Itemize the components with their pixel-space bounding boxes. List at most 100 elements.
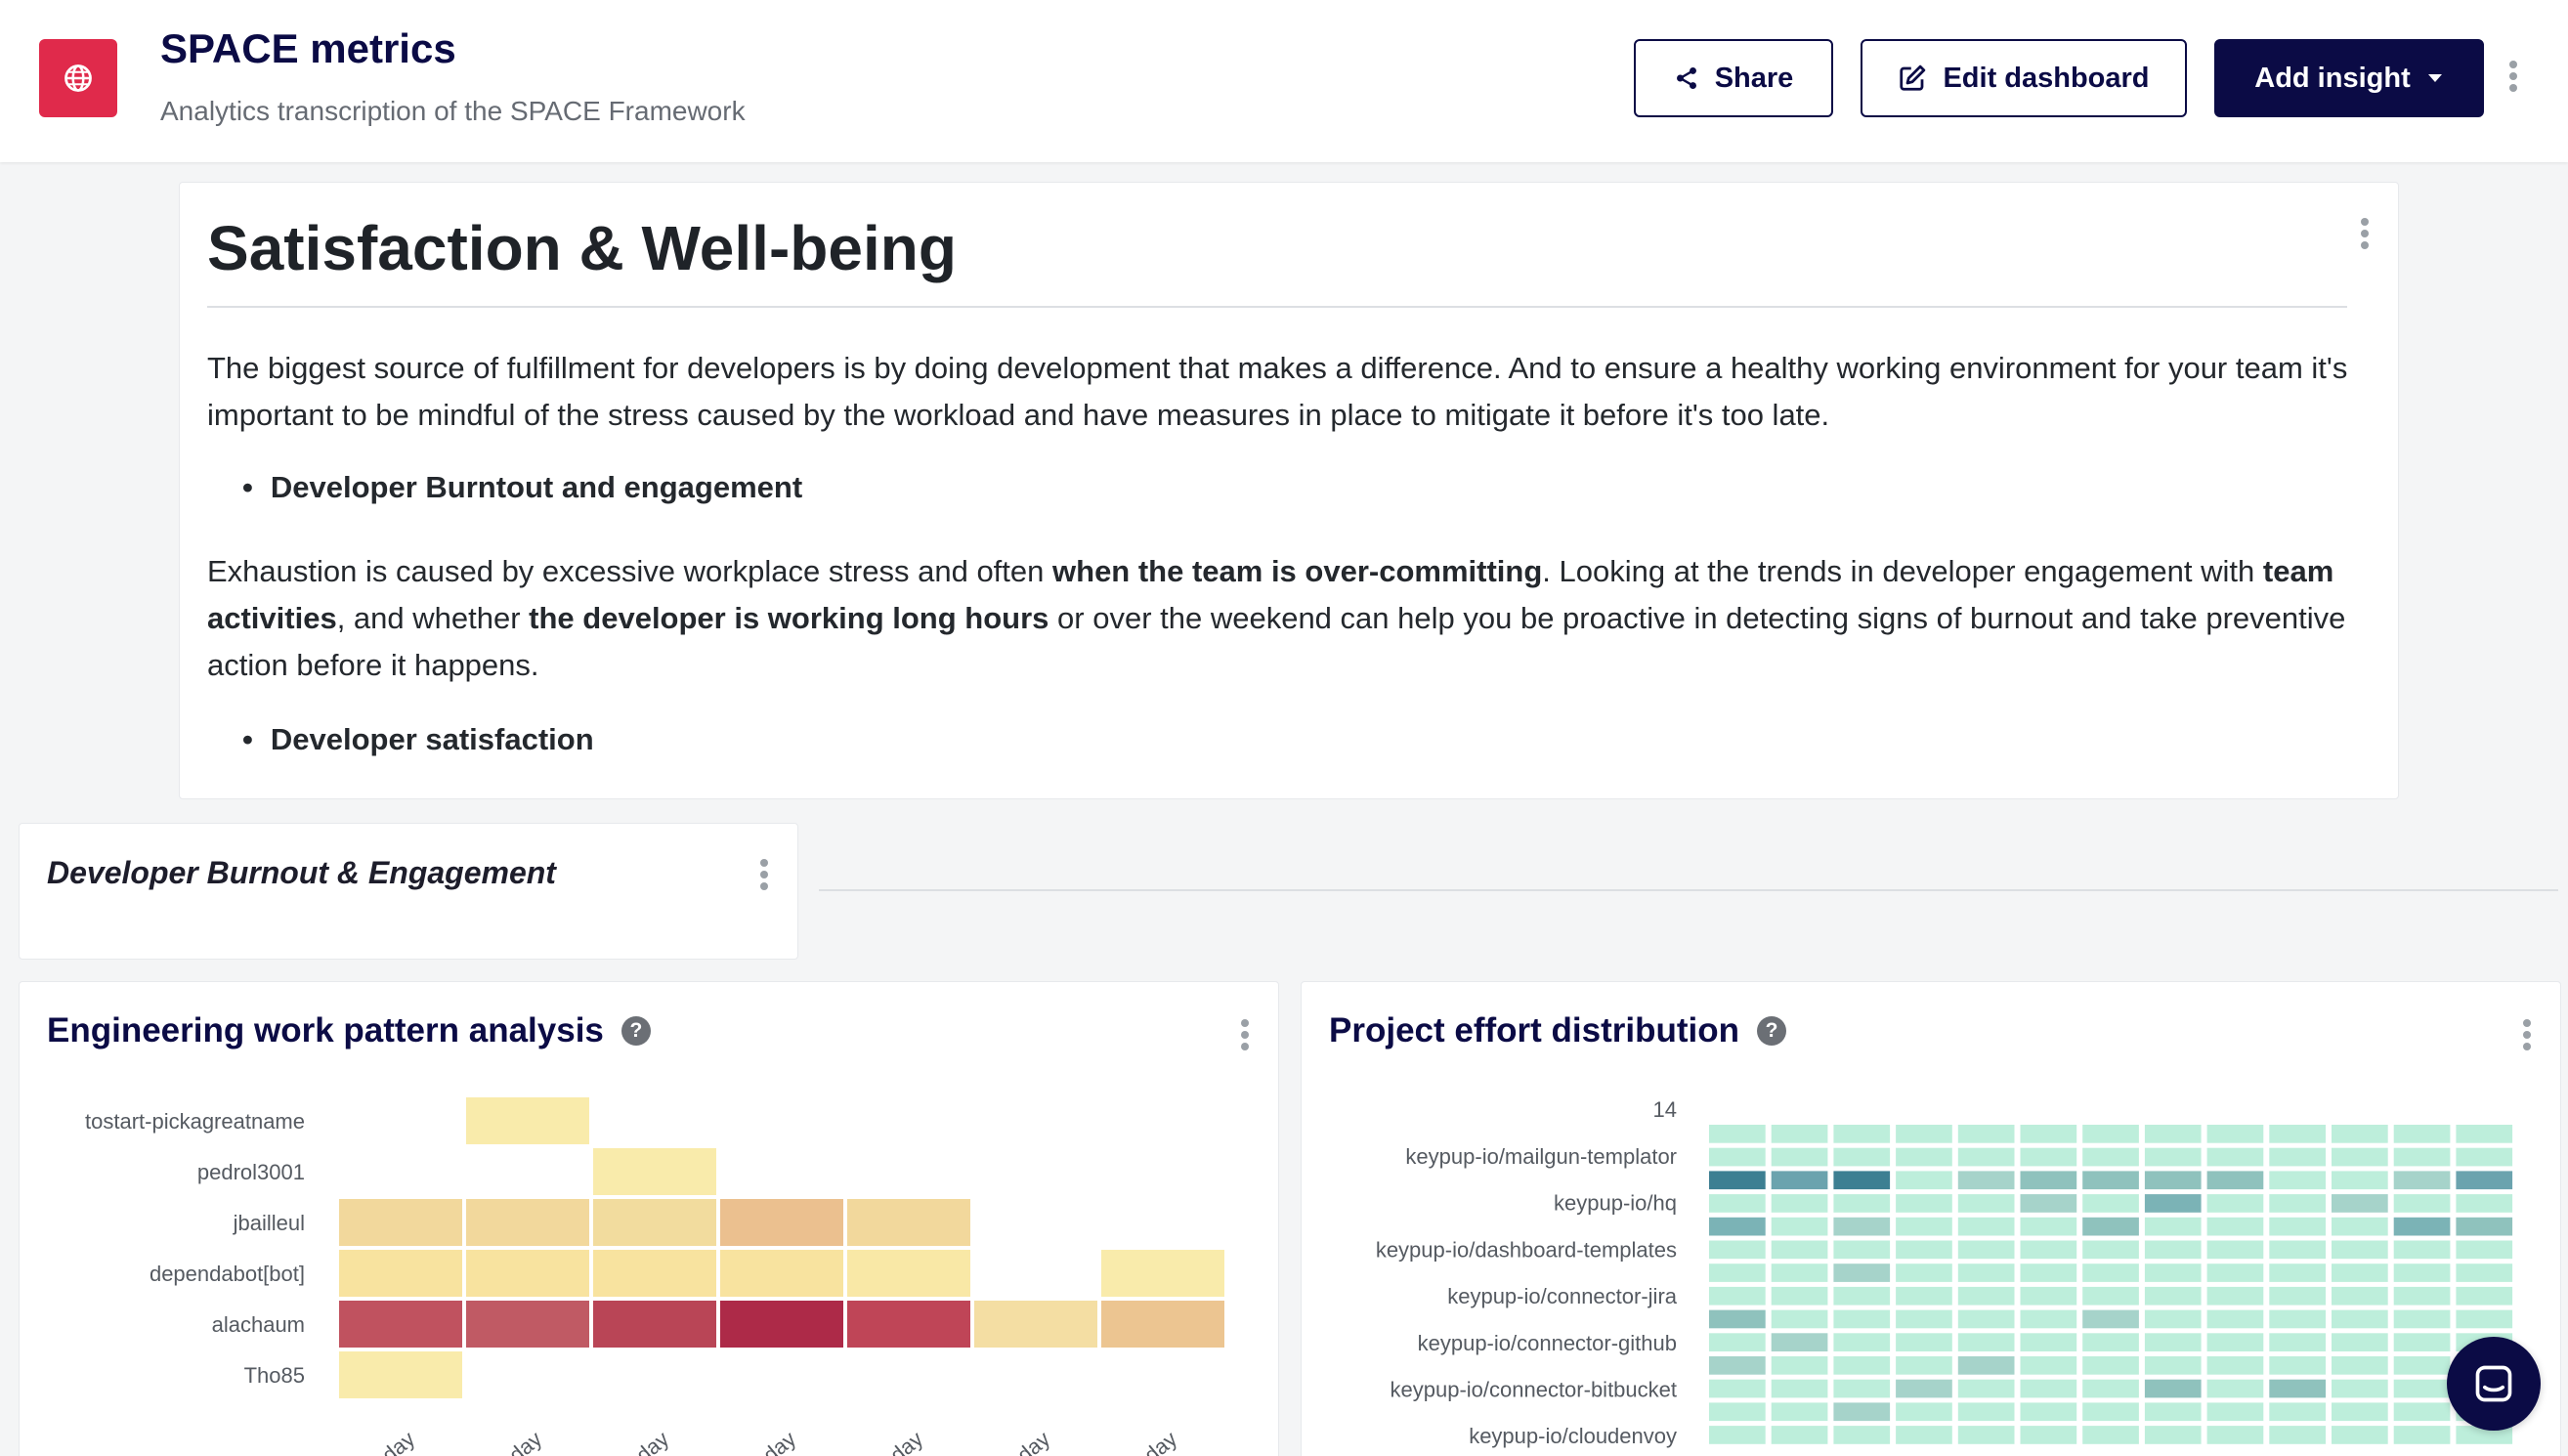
heatmap-cell[interactable] [1771, 1426, 1828, 1444]
heatmap-cell[interactable] [2082, 1263, 2139, 1282]
heatmap-cell[interactable] [2020, 1379, 2077, 1398]
help-icon[interactable]: ? [621, 1016, 651, 1046]
heatmap-cell[interactable] [720, 1199, 843, 1246]
heatmap-cell[interactable] [1771, 1125, 1828, 1143]
heatmap-cell[interactable] [2020, 1286, 2077, 1306]
heatmap-cell[interactable] [1833, 1263, 1891, 1282]
heatmap-cell[interactable] [2269, 1286, 2326, 1306]
heatmap-cell[interactable] [1896, 1217, 1952, 1236]
heatmap-cell[interactable] [2393, 1147, 2451, 1167]
section-card-menu-icon[interactable] [758, 859, 770, 890]
heatmap-cell[interactable] [1709, 1356, 1766, 1375]
heatmap-cell[interactable] [339, 1301, 462, 1348]
heatmap-cell[interactable] [2144, 1426, 2202, 1444]
heatmap-cell[interactable] [1833, 1217, 1891, 1236]
heatmap-cell[interactable] [2082, 1125, 2139, 1143]
heatmap-cell[interactable] [1957, 1217, 2015, 1236]
heatmap-cell[interactable] [2269, 1171, 2326, 1190]
work-pattern-menu-icon[interactable] [1239, 1019, 1251, 1050]
heatmap-cell[interactable] [1833, 1309, 1891, 1329]
heatmap-cell[interactable] [2456, 1309, 2513, 1329]
heatmap-cell[interactable] [2020, 1125, 2077, 1143]
heatmap-cell[interactable] [1896, 1263, 1952, 1282]
heatmap-cell[interactable] [2082, 1426, 2139, 1444]
heatmap-cell[interactable] [2206, 1426, 2264, 1444]
heatmap-cell[interactable] [2332, 1402, 2388, 1422]
heatmap-cell[interactable] [1833, 1194, 1891, 1213]
heatmap-cell[interactable] [2269, 1263, 2326, 1282]
heatmap-cell[interactable] [1771, 1171, 1828, 1190]
heatmap-cell[interactable] [1771, 1379, 1828, 1398]
heatmap-cell[interactable] [2144, 1402, 2202, 1422]
heatmap-cell[interactable] [1896, 1147, 1952, 1167]
heatmap-cell[interactable] [2269, 1333, 2326, 1351]
heatmap-cell[interactable] [2020, 1356, 2077, 1375]
heatmap-cell[interactable] [1771, 1402, 1828, 1422]
heatmap-cell[interactable] [1833, 1356, 1891, 1375]
heatmap-cell[interactable] [2269, 1240, 2326, 1260]
heatmap-cell[interactable] [2269, 1309, 2326, 1329]
heatmap-cell[interactable] [1709, 1263, 1766, 1282]
heatmap-cell[interactable] [1896, 1333, 1952, 1351]
heatmap-cell[interactable] [2393, 1356, 2451, 1375]
edit-dashboard-button[interactable]: Edit dashboard [1861, 39, 2187, 117]
heatmap-cell[interactable] [2082, 1356, 2139, 1375]
heatmap-cell[interactable] [2332, 1171, 2388, 1190]
heatmap-cell[interactable] [1771, 1217, 1828, 1236]
heatmap-cell[interactable] [2332, 1286, 2388, 1306]
heatmap-cell[interactable] [2332, 1194, 2388, 1213]
heatmap-cell[interactable] [1709, 1309, 1766, 1329]
heatmap-cell[interactable] [1896, 1125, 1952, 1143]
heatmap-cell[interactable] [720, 1301, 843, 1348]
heatmap-cell[interactable] [466, 1301, 589, 1348]
heatmap-cell[interactable] [2206, 1309, 2264, 1329]
heatmap-cell[interactable] [2020, 1263, 2077, 1282]
heatmap-cell[interactable] [2456, 1217, 2513, 1236]
heatmap-cell[interactable] [2144, 1147, 2202, 1167]
heatmap-cell[interactable] [2332, 1426, 2388, 1444]
heatmap-cell[interactable] [2020, 1333, 2077, 1351]
heatmap-cell[interactable] [1957, 1263, 2015, 1282]
heatmap-cell[interactable] [1957, 1356, 2015, 1375]
heatmap-cell[interactable] [847, 1301, 970, 1348]
heatmap-cell[interactable] [2456, 1286, 2513, 1306]
heatmap-cell[interactable] [1896, 1171, 1952, 1190]
heatmap-cell[interactable] [2082, 1333, 2139, 1351]
heatmap-cell[interactable] [2020, 1194, 2077, 1213]
heatmap-cell[interactable] [1709, 1194, 1766, 1213]
heatmap-cell[interactable] [2456, 1194, 2513, 1213]
heatmap-cell[interactable] [1101, 1250, 1224, 1297]
heatmap-cell[interactable] [2144, 1240, 2202, 1260]
heatmap-cell[interactable] [2206, 1194, 2264, 1213]
heatmap-cell[interactable] [2393, 1379, 2451, 1398]
heatmap-cell[interactable] [2393, 1309, 2451, 1329]
heatmap-cell[interactable] [2082, 1402, 2139, 1422]
heatmap-cell[interactable] [2082, 1171, 2139, 1190]
heatmap-cell[interactable] [593, 1148, 716, 1195]
heatmap-cell[interactable] [1896, 1194, 1952, 1213]
heatmap-cell[interactable] [1771, 1309, 1828, 1329]
heatmap-cell[interactable] [2269, 1402, 2326, 1422]
heatmap-cell[interactable] [2020, 1147, 2077, 1167]
heatmap-cell[interactable] [1896, 1286, 1952, 1306]
heatmap-cell[interactable] [1709, 1333, 1766, 1351]
heatmap-cell[interactable] [2332, 1309, 2388, 1329]
heatmap-cell[interactable] [1833, 1426, 1891, 1444]
heatmap-cell[interactable] [2393, 1217, 2451, 1236]
heatmap-cell[interactable] [2144, 1309, 2202, 1329]
heatmap-cell[interactable] [2082, 1379, 2139, 1398]
heatmap-cell[interactable] [720, 1250, 843, 1297]
heatmap-cell[interactable] [2456, 1147, 2513, 1167]
heatmap-cell[interactable] [1833, 1402, 1891, 1422]
heatmap-cell[interactable] [2082, 1217, 2139, 1236]
heatmap-cell[interactable] [2332, 1125, 2388, 1143]
heatmap-cell[interactable] [2082, 1240, 2139, 1260]
heatmap-cell[interactable] [1709, 1125, 1766, 1143]
heatmap-cell[interactable] [1771, 1147, 1828, 1167]
heatmap-cell[interactable] [2269, 1125, 2326, 1143]
heatmap-cell[interactable] [2206, 1286, 2264, 1306]
heatmap-cell[interactable] [2206, 1379, 2264, 1398]
heatmap-cell[interactable] [2206, 1333, 2264, 1351]
heatmap-cell[interactable] [1833, 1125, 1891, 1143]
heatmap-cell[interactable] [2144, 1286, 2202, 1306]
